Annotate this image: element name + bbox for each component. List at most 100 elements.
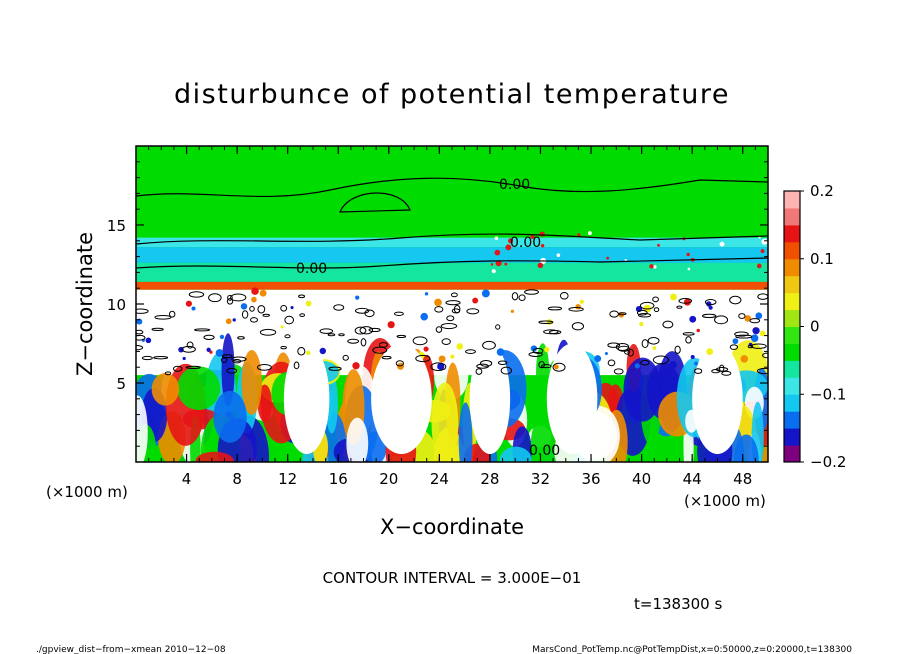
field-patch bbox=[145, 337, 152, 344]
field-patch bbox=[530, 345, 538, 352]
field-patch bbox=[657, 243, 660, 247]
contour-line bbox=[284, 315, 294, 325]
contour-line bbox=[393, 311, 404, 316]
field-patch bbox=[761, 238, 768, 245]
field-band bbox=[136, 262, 768, 282]
contour-line bbox=[747, 344, 754, 349]
field-patch bbox=[431, 382, 459, 462]
colorbar-segment bbox=[784, 224, 800, 243]
field-patch bbox=[696, 328, 700, 333]
contour-line bbox=[412, 336, 428, 346]
contour-line bbox=[136, 329, 144, 335]
contour-line bbox=[511, 292, 519, 301]
field-patch bbox=[719, 241, 725, 247]
contour-line bbox=[615, 343, 630, 351]
field-patch bbox=[185, 300, 192, 307]
contour-line bbox=[440, 323, 458, 330]
contour-line bbox=[674, 345, 681, 354]
field-patch bbox=[544, 346, 550, 353]
colorbar-segment bbox=[784, 191, 800, 209]
colorbar-segment bbox=[784, 360, 800, 378]
contour-line bbox=[354, 326, 367, 335]
contour-line bbox=[613, 368, 624, 375]
field-patch bbox=[687, 267, 691, 271]
contour-line bbox=[451, 308, 461, 314]
colorbar-segment bbox=[784, 411, 800, 429]
contour-line bbox=[652, 296, 659, 303]
field-patch bbox=[694, 361, 699, 366]
contour-line bbox=[241, 310, 249, 319]
field-patch bbox=[251, 296, 257, 303]
field-patch bbox=[536, 343, 550, 403]
field-patch bbox=[213, 390, 247, 443]
field-patch bbox=[706, 301, 712, 307]
field-patch bbox=[606, 256, 610, 260]
field-patch bbox=[490, 263, 494, 266]
colorbar-segment bbox=[784, 326, 800, 344]
field-patch bbox=[136, 395, 148, 462]
field-patch bbox=[508, 238, 514, 244]
contour-line bbox=[430, 362, 447, 372]
field-band bbox=[136, 289, 768, 295]
field-patch bbox=[669, 360, 677, 369]
contour-line bbox=[756, 367, 768, 375]
contour-line bbox=[360, 338, 367, 347]
colorbar-segment bbox=[784, 377, 800, 395]
contour-line bbox=[284, 334, 291, 339]
field-patch bbox=[553, 364, 559, 370]
field-patch bbox=[283, 343, 330, 455]
contour-line bbox=[339, 192, 411, 213]
x-tick-label: 28 bbox=[480, 470, 499, 488]
contour-line bbox=[450, 292, 458, 298]
field-patch bbox=[708, 305, 713, 310]
field-patch bbox=[423, 346, 429, 352]
contour-line bbox=[548, 329, 562, 335]
contour-line bbox=[230, 293, 247, 302]
contour-line bbox=[729, 295, 742, 305]
field-patch bbox=[653, 265, 657, 269]
field-patch bbox=[579, 299, 584, 304]
contour-label: 0.00 bbox=[510, 235, 541, 251]
contour-line bbox=[186, 341, 194, 349]
contour-line bbox=[221, 354, 233, 359]
field-patch bbox=[420, 312, 429, 321]
x-tick-label: 44 bbox=[683, 470, 702, 488]
field-patch bbox=[623, 357, 662, 422]
field-patch bbox=[499, 446, 532, 462]
contour-line bbox=[607, 359, 616, 367]
contour-line bbox=[168, 310, 176, 318]
contour-line bbox=[749, 318, 761, 324]
x-tick-label: 16 bbox=[329, 470, 348, 488]
colorbar-tick-label: −0.2 bbox=[810, 453, 846, 471]
colorbar-tick-label: 0 bbox=[810, 318, 820, 336]
contour-line bbox=[640, 359, 650, 366]
contour-line bbox=[203, 334, 215, 340]
contour-line bbox=[641, 339, 649, 349]
colorbar-segment bbox=[784, 445, 800, 463]
contour-line bbox=[226, 367, 238, 374]
y-axis-label: Z−coordinate bbox=[73, 232, 97, 376]
field-patch bbox=[232, 318, 236, 322]
field-patch bbox=[225, 318, 232, 325]
field-patch bbox=[760, 249, 765, 254]
contour-line bbox=[333, 304, 345, 311]
field-patch bbox=[456, 343, 463, 350]
contour-label: 0.00 bbox=[296, 261, 327, 277]
field-patch bbox=[469, 343, 511, 455]
field-patch bbox=[387, 321, 395, 329]
field-patch bbox=[689, 315, 697, 323]
contour-line bbox=[762, 352, 768, 359]
field-patch bbox=[290, 306, 294, 310]
colorbar-tick-label: 0.1 bbox=[810, 250, 834, 268]
field-patch bbox=[437, 362, 445, 371]
contour-line bbox=[435, 326, 443, 333]
colorbar-segment bbox=[784, 394, 800, 412]
field-patch bbox=[540, 244, 545, 248]
contour-line bbox=[524, 289, 539, 295]
field-patch bbox=[240, 303, 248, 310]
contour-line bbox=[257, 305, 266, 314]
x-tick-label: 32 bbox=[531, 470, 550, 488]
field-patch bbox=[458, 402, 473, 462]
contour-line bbox=[750, 343, 767, 349]
contour-line bbox=[552, 362, 566, 372]
